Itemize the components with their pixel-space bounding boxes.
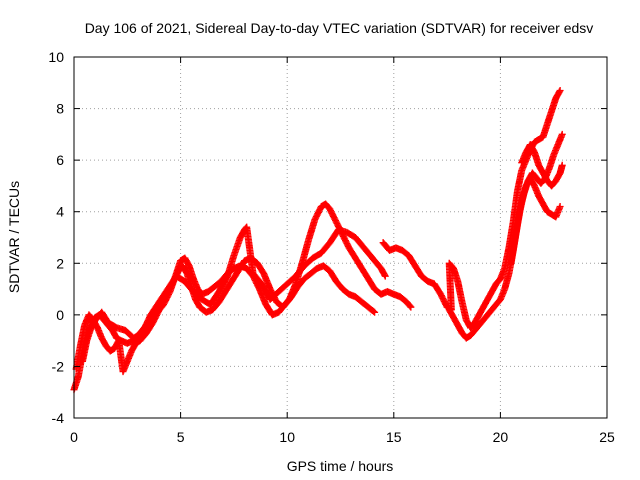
y-tick-label: 2 <box>56 255 64 271</box>
y-axis-ticks: -4 -2 0 2 4 6 8 10 <box>48 49 607 426</box>
plus-marker <box>407 303 415 311</box>
chart-title: Day 106 of 2021, Sidereal Day-to-day VTE… <box>85 20 594 36</box>
x-tick-label: 0 <box>70 429 78 445</box>
y-tick-label: 4 <box>56 204 64 220</box>
x-axis-label: GPS time / hours <box>287 458 394 474</box>
x-tick-label: 10 <box>279 429 295 445</box>
series-track-g <box>518 141 566 190</box>
series-track-b <box>72 200 415 376</box>
gridlines <box>74 57 607 418</box>
series-track-c <box>79 223 389 365</box>
x-axis-ticks: 0 5 10 15 20 25 <box>70 57 615 445</box>
plus-marker <box>556 203 564 211</box>
y-tick-label: 6 <box>56 152 64 168</box>
plus-marker <box>370 307 378 315</box>
y-tick-label: -4 <box>52 410 65 426</box>
y-tick-label: 8 <box>56 101 64 117</box>
plus-marker <box>555 88 563 96</box>
y-tick-label: 10 <box>48 49 64 65</box>
x-tick-label: 20 <box>493 429 509 445</box>
x-tick-label: 5 <box>177 429 185 445</box>
plus-marker <box>558 161 566 169</box>
plus-marker <box>556 87 564 95</box>
plot-frame <box>73 56 608 419</box>
x-tick-label: 15 <box>386 429 402 445</box>
data-points <box>70 87 566 394</box>
series-track-f <box>507 130 566 267</box>
plus-marker <box>406 302 414 310</box>
plus-marker <box>381 271 389 279</box>
series-track-d <box>379 87 564 332</box>
y-axis-label: SDTVAR / TECUs <box>6 181 22 293</box>
series-track-a <box>70 254 379 394</box>
plus-marker <box>381 272 389 280</box>
y-tick-label: 0 <box>56 307 64 323</box>
plus-marker <box>558 130 566 138</box>
x-tick-label: 25 <box>599 429 615 445</box>
plus-marker <box>371 308 379 316</box>
y-tick-label: -2 <box>52 358 65 374</box>
